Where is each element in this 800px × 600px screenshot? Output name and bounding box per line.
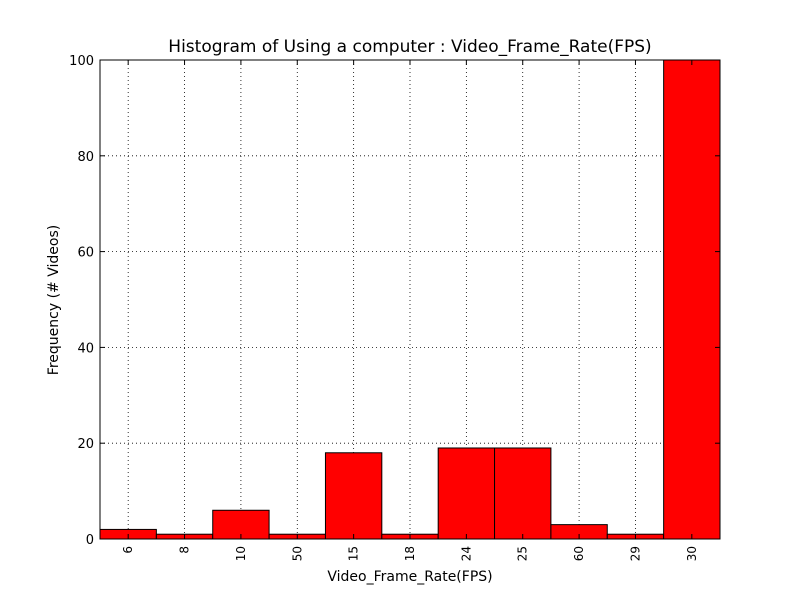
y-axis-label: Frequency (# Videos) xyxy=(46,225,62,375)
bar-30 xyxy=(663,59,721,540)
bar-15 xyxy=(324,452,383,540)
bar-25 xyxy=(494,447,552,540)
y-tick-label: 40 xyxy=(77,341,94,356)
x-tick-label: 50 xyxy=(290,546,304,561)
x-tick-label: 6 xyxy=(121,546,135,554)
plot-area-frame xyxy=(99,59,721,540)
chart-title: Histogram of Using a computer : Video_Fr… xyxy=(168,37,651,57)
x-tick-label: 25 xyxy=(516,546,530,561)
x-tick-label: 29 xyxy=(628,546,642,561)
bar-24 xyxy=(437,447,496,540)
grid-layer xyxy=(100,59,720,540)
x-axis-label: Video_Frame_Rate(FPS) xyxy=(327,569,492,585)
x-tick-label: 15 xyxy=(347,546,361,561)
bars-layer xyxy=(99,59,721,540)
y-tick-label: 80 xyxy=(77,150,94,165)
x-tick-label: 10 xyxy=(234,546,248,561)
y-tick-label: 60 xyxy=(77,246,94,261)
y-tick-label: 20 xyxy=(77,437,94,452)
ticks-layer xyxy=(100,59,720,540)
x-tick-label: 60 xyxy=(572,546,586,561)
x-tick-label: 18 xyxy=(403,546,417,561)
y-tick-label: 100 xyxy=(69,54,94,69)
x-tick-label: 8 xyxy=(178,546,192,554)
y-tick-labels: 0 20 40 60 80 100 xyxy=(69,54,94,548)
x-tick-labels: 6 8 10 50 15 18 24 25 60 29 30 xyxy=(121,546,699,561)
x-tick-label: 24 xyxy=(459,546,473,561)
y-tick-label: 0 xyxy=(86,533,94,548)
x-tick-label: 30 xyxy=(685,546,699,561)
